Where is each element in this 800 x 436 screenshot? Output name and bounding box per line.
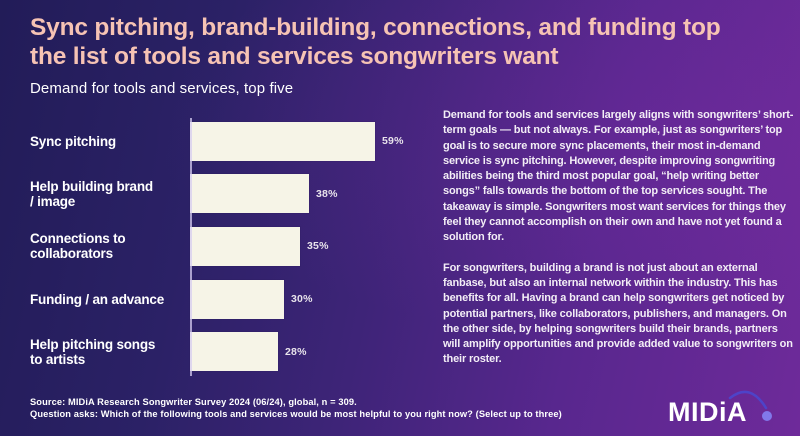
value-label: 59% [382, 135, 404, 148]
bar-chart: Sync pitching 59% Help building brand / im… [30, 115, 436, 379]
bar [190, 332, 278, 372]
commentary-paragraph-2: For songwriters, building a brand is not… [443, 261, 793, 366]
category-label: Sync pitching [30, 133, 116, 149]
chart-row: Funding / an advance 30% [30, 273, 436, 326]
bar-track: 28% [190, 332, 307, 372]
chart-row: Help building brand / image 38% [30, 168, 436, 221]
category-label: Connections to collaborators [30, 231, 126, 262]
bar-track: 59% [190, 121, 404, 161]
value-label: 35% [307, 240, 329, 253]
value-label: 30% [291, 293, 313, 306]
bar [190, 226, 300, 266]
midia-logo-orbit-icon [728, 390, 772, 421]
commentary-panel: Demand for tools and services largely al… [443, 108, 794, 383]
question-note: Question asks: Which of the following to… [30, 409, 562, 419]
page-title: Sync pitching, brand-building, connectio… [30, 14, 721, 70]
chart-row: Sync pitching 59% [30, 115, 436, 168]
bar-track: 35% [190, 226, 329, 266]
chart-row: Help pitching songs to artists 28% [30, 325, 436, 378]
bar [190, 121, 375, 161]
category-label: Help building brand / image [30, 178, 153, 209]
chart-row: Connections to collaborators 35% [30, 220, 436, 273]
footnote: Source: MIDiA Research Songwriter Survey… [30, 396, 562, 420]
value-label: 38% [316, 187, 338, 200]
bar [190, 279, 284, 319]
value-label: 28% [285, 345, 307, 358]
category-label: Funding / an advance [30, 291, 165, 307]
category-label: Help pitching songs to artists [30, 336, 156, 367]
bar-track: 30% [190, 279, 313, 319]
axis-line [190, 118, 192, 376]
chart-rows: Sync pitching 59% Help building brand / im… [30, 115, 436, 378]
source-note: Source: MIDiA Research Songwriter Survey… [30, 397, 357, 407]
commentary-paragraph-1: Demand for tools and services largely al… [443, 109, 794, 244]
bar-track: 38% [190, 174, 338, 214]
bar [190, 174, 309, 214]
chart-subtitle: Demand for tools and services, top five [30, 80, 294, 97]
midia-logo: MIDiA [668, 386, 780, 430]
midia-logo-text: MIDiA [668, 397, 747, 427]
